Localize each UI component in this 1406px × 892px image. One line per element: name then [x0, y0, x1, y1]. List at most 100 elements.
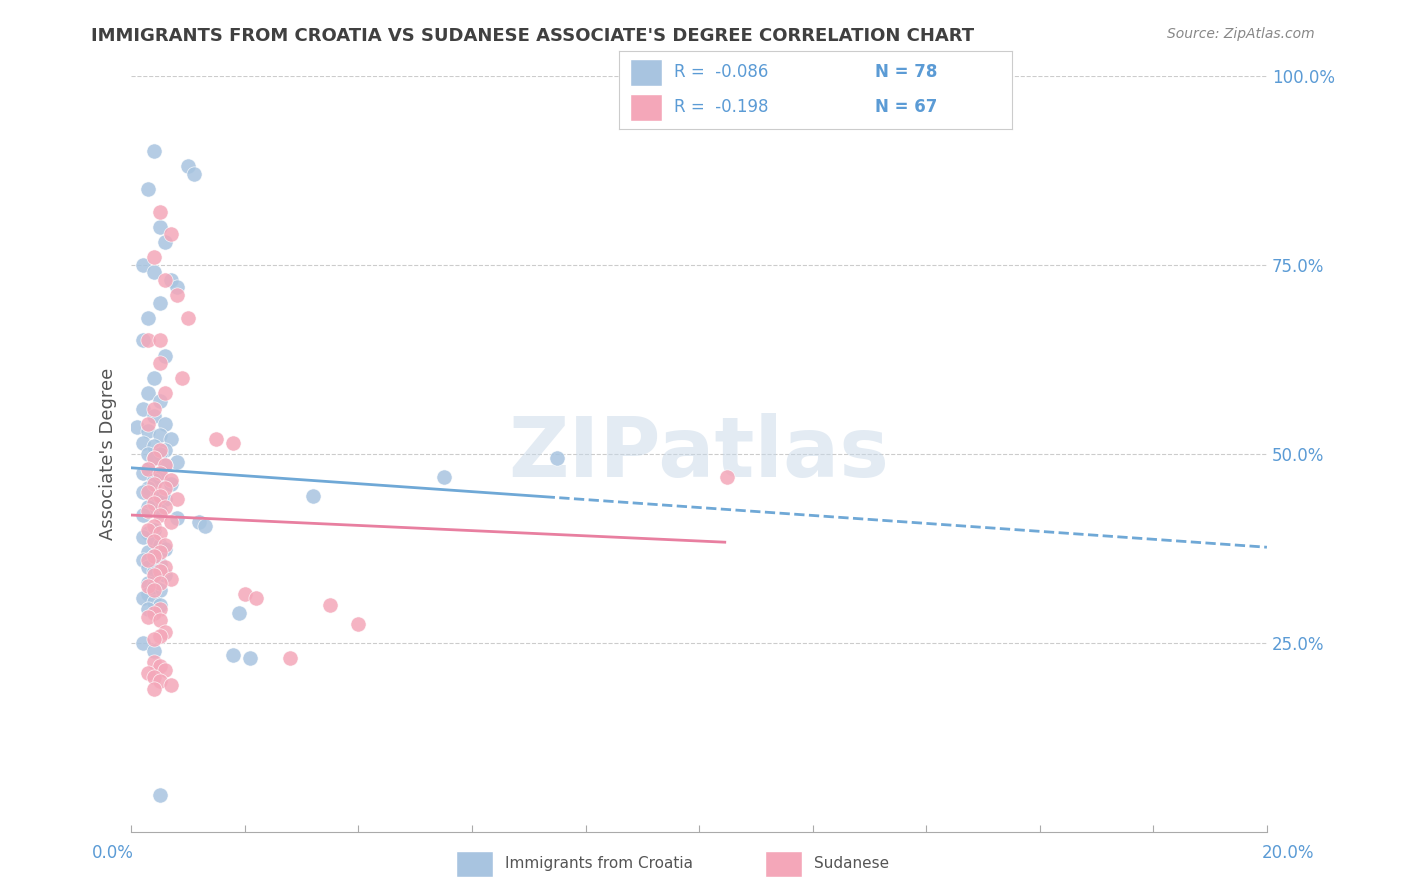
Point — [166, 280, 188, 294]
Point — [131, 334, 153, 348]
Point — [136, 526, 159, 541]
Point — [149, 673, 172, 688]
Point — [136, 484, 159, 499]
Point — [149, 295, 172, 310]
Point — [143, 594, 166, 608]
Point — [172, 371, 194, 385]
Text: 0.0%: 0.0% — [91, 844, 134, 862]
Point — [143, 450, 166, 465]
Point — [136, 500, 159, 514]
Point — [136, 310, 159, 325]
Point — [143, 401, 166, 416]
Point — [155, 458, 177, 473]
Point — [155, 624, 177, 639]
Point — [131, 508, 153, 522]
Point — [149, 443, 172, 458]
Point — [136, 462, 159, 476]
Point — [143, 583, 166, 598]
Point — [131, 553, 153, 567]
Point — [136, 417, 159, 431]
Point — [166, 511, 188, 525]
Point — [131, 484, 153, 499]
Point — [143, 519, 166, 533]
Point — [143, 632, 166, 647]
Point — [245, 591, 267, 605]
Text: ZIPatlas: ZIPatlas — [509, 414, 890, 494]
Point — [149, 545, 172, 559]
Point — [143, 523, 166, 537]
Point — [143, 477, 166, 491]
Point — [143, 534, 166, 549]
Point — [205, 432, 228, 446]
Point — [131, 530, 153, 544]
Point — [149, 428, 172, 442]
Point — [131, 258, 153, 272]
Point — [155, 500, 177, 514]
Point — [149, 489, 172, 503]
Point — [149, 602, 172, 616]
Point — [136, 545, 159, 559]
Point — [194, 519, 217, 533]
Point — [143, 145, 166, 159]
Point — [143, 644, 166, 658]
Point — [136, 462, 159, 476]
Point — [149, 466, 172, 480]
Point — [278, 651, 301, 665]
Point — [155, 538, 177, 552]
Point — [149, 659, 172, 673]
Point — [136, 560, 159, 574]
Point — [302, 489, 325, 503]
Point — [136, 609, 159, 624]
Point — [149, 564, 172, 578]
Point — [160, 678, 183, 692]
Point — [136, 504, 159, 518]
Point — [149, 469, 172, 483]
Point — [136, 424, 159, 438]
Point — [155, 386, 177, 401]
Point — [149, 204, 172, 219]
Point — [155, 458, 177, 473]
Point — [143, 265, 166, 279]
Point — [177, 310, 200, 325]
Point — [136, 481, 159, 495]
Text: R =  -0.198: R = -0.198 — [673, 98, 768, 116]
Point — [319, 599, 342, 613]
Point — [143, 564, 166, 578]
Point — [155, 417, 177, 431]
Point — [136, 579, 159, 593]
Point — [136, 447, 159, 461]
Point — [143, 534, 166, 549]
Point — [432, 469, 454, 483]
Point — [136, 602, 159, 616]
Point — [149, 356, 172, 370]
Point — [149, 575, 172, 590]
Point — [149, 526, 172, 541]
Point — [143, 549, 166, 563]
Text: 20.0%: 20.0% — [1263, 844, 1315, 862]
Point — [136, 334, 159, 348]
Point — [222, 648, 245, 662]
Point — [149, 334, 172, 348]
Point — [149, 504, 172, 518]
Point — [155, 568, 177, 582]
Text: N = 67: N = 67 — [875, 98, 936, 116]
Point — [177, 159, 200, 173]
Point — [155, 560, 177, 574]
Point — [149, 788, 172, 802]
Text: Immigrants from Croatia: Immigrants from Croatia — [505, 855, 693, 871]
Point — [149, 394, 172, 409]
Point — [160, 515, 183, 529]
Point — [155, 443, 177, 458]
Text: N = 78: N = 78 — [875, 63, 936, 81]
Point — [155, 663, 177, 677]
Point — [143, 474, 166, 488]
Point — [136, 587, 159, 601]
Point — [149, 219, 172, 234]
Point — [143, 568, 166, 582]
Bar — [765, 851, 801, 877]
Point — [160, 273, 183, 287]
Point — [131, 401, 153, 416]
Point — [160, 432, 183, 446]
Point — [716, 469, 738, 483]
Point — [160, 572, 183, 586]
